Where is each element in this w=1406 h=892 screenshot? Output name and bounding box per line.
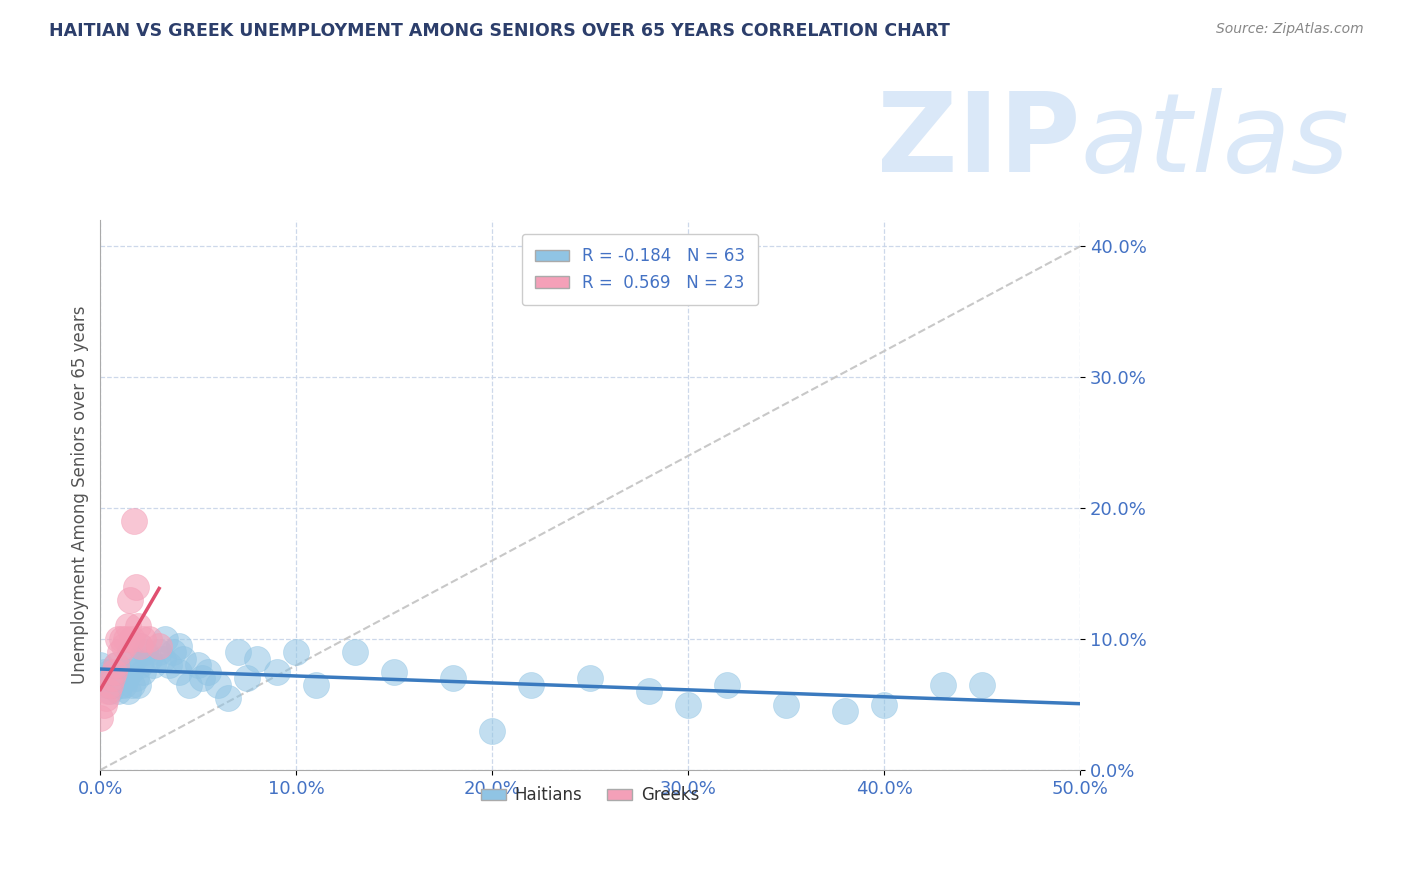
Point	[101, 671, 124, 685]
Point	[157, 658, 180, 673]
Point	[118, 592, 141, 607]
Point	[520, 678, 543, 692]
Point	[305, 678, 328, 692]
Point	[108, 645, 131, 659]
Text: ZIP: ZIP	[877, 88, 1080, 195]
Point	[138, 651, 160, 665]
Point	[678, 698, 700, 712]
Point	[124, 671, 146, 685]
Point	[127, 678, 149, 692]
Point	[177, 678, 200, 692]
Point	[112, 639, 135, 653]
Point	[122, 514, 145, 528]
Point	[382, 665, 405, 679]
Point	[89, 711, 111, 725]
Text: HAITIAN VS GREEK UNEMPLOYMENT AMONG SENIORS OVER 65 YEARS CORRELATION CHART: HAITIAN VS GREEK UNEMPLOYMENT AMONG SENI…	[49, 22, 950, 40]
Point	[134, 645, 156, 659]
Point	[932, 678, 955, 692]
Point	[167, 639, 190, 653]
Point	[167, 665, 190, 679]
Point	[132, 632, 155, 646]
Point	[107, 632, 129, 646]
Point	[118, 665, 141, 679]
Point	[93, 665, 115, 679]
Point	[285, 645, 308, 659]
Point	[93, 698, 115, 712]
Point	[108, 678, 131, 692]
Point	[138, 632, 160, 646]
Point	[97, 671, 120, 685]
Point	[162, 645, 184, 659]
Point	[121, 678, 143, 692]
Point	[107, 684, 129, 698]
Text: atlas: atlas	[1080, 88, 1348, 195]
Point	[111, 632, 134, 646]
Point	[236, 671, 259, 685]
Point	[89, 658, 111, 673]
Point	[191, 671, 214, 685]
Point	[972, 678, 994, 692]
Point	[98, 678, 121, 692]
Point	[152, 651, 174, 665]
Text: Source: ZipAtlas.com: Source: ZipAtlas.com	[1216, 22, 1364, 37]
Point	[96, 678, 118, 692]
Point	[441, 671, 464, 685]
Point	[91, 671, 114, 685]
Point	[117, 619, 139, 633]
Point	[132, 665, 155, 679]
Point	[105, 658, 128, 673]
Point	[114, 671, 136, 685]
Y-axis label: Unemployment Among Seniors over 65 years: Unemployment Among Seniors over 65 years	[72, 306, 89, 684]
Point	[344, 645, 367, 659]
Point	[96, 691, 118, 706]
Point	[112, 678, 135, 692]
Point	[128, 658, 150, 673]
Point	[101, 678, 124, 692]
Point	[148, 639, 170, 653]
Point	[207, 678, 229, 692]
Point	[197, 665, 219, 679]
Point	[775, 698, 797, 712]
Point	[114, 632, 136, 646]
Point	[124, 580, 146, 594]
Point	[834, 704, 856, 718]
Point	[716, 678, 738, 692]
Point	[103, 671, 125, 685]
Point	[266, 665, 288, 679]
Point	[481, 723, 503, 738]
Legend: Haitians, Greeks: Haitians, Greeks	[475, 780, 706, 811]
Point	[246, 651, 269, 665]
Point	[122, 651, 145, 665]
Point	[108, 665, 131, 679]
Point	[105, 658, 128, 673]
Point	[226, 645, 249, 659]
Point	[153, 632, 176, 646]
Point	[638, 684, 661, 698]
Point	[97, 684, 120, 698]
Point	[117, 684, 139, 698]
Point	[172, 651, 194, 665]
Point	[111, 671, 134, 685]
Point	[128, 639, 150, 653]
Point	[128, 639, 150, 653]
Point	[103, 665, 125, 679]
Point	[121, 632, 143, 646]
Point	[579, 671, 602, 685]
Point	[148, 645, 170, 659]
Point	[118, 645, 141, 659]
Point	[217, 691, 239, 706]
Point	[187, 658, 209, 673]
Point	[98, 684, 121, 698]
Point	[873, 698, 896, 712]
Point	[127, 619, 149, 633]
Point	[142, 658, 165, 673]
Point	[98, 665, 121, 679]
